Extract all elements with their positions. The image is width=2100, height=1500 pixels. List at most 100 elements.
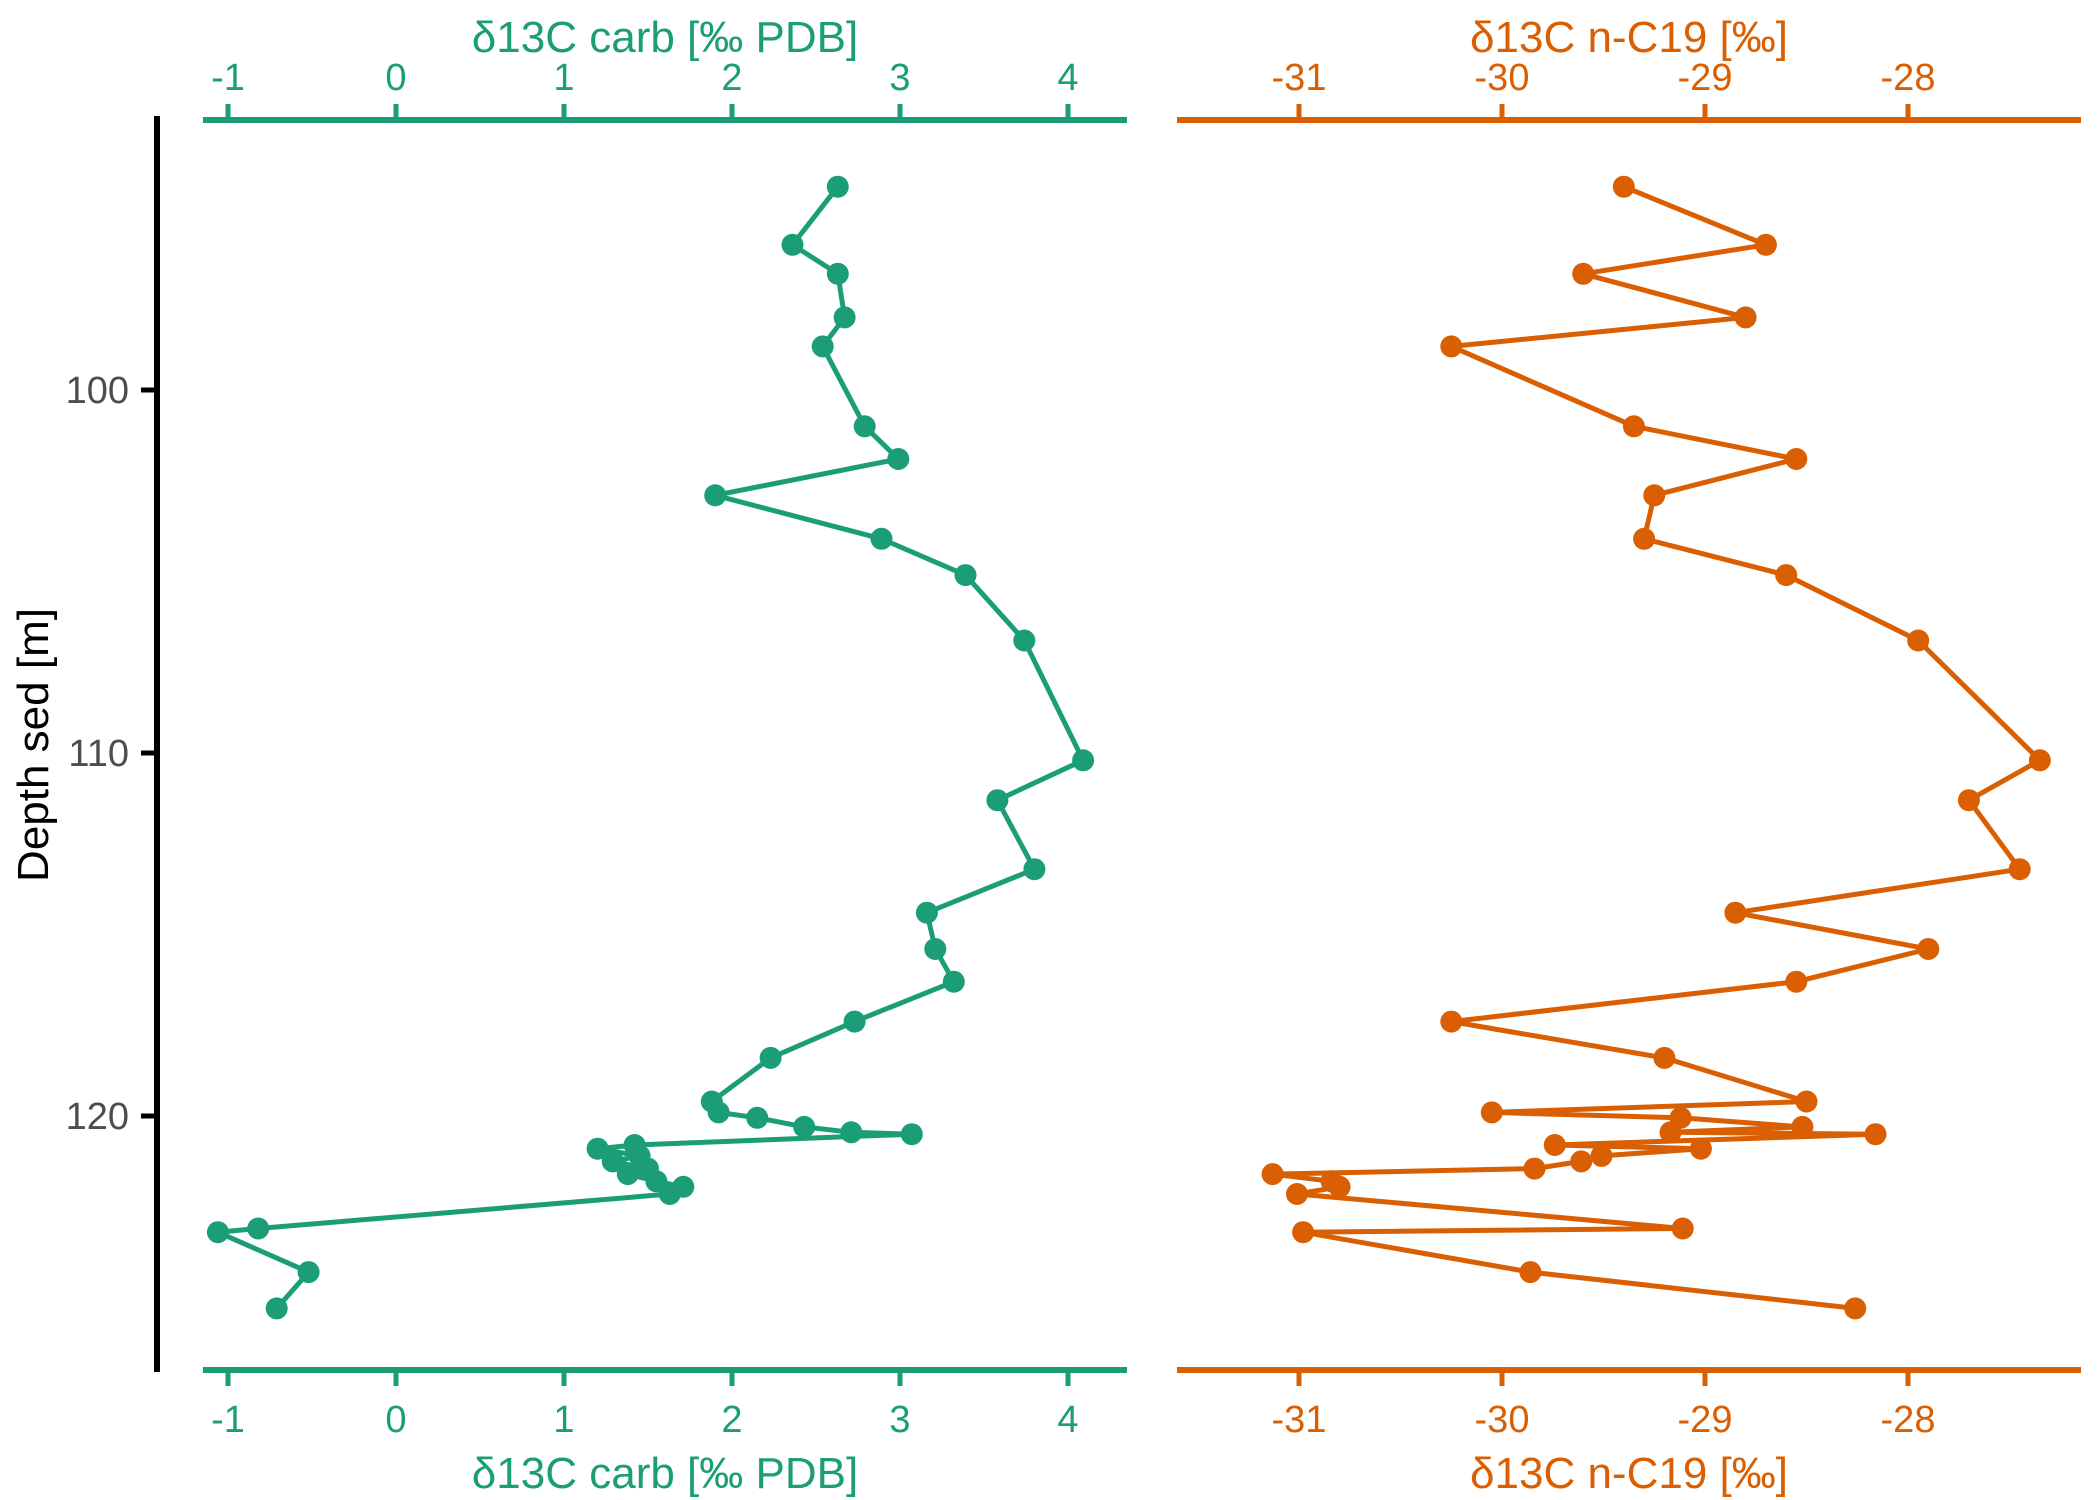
left-data-point	[206, 1221, 229, 1244]
right-data-point	[1917, 938, 1940, 960]
right-data-point	[1754, 233, 1777, 256]
left-data-point	[954, 564, 977, 587]
right-bottom-tick-label: -30	[1475, 1399, 1530, 1441]
left-data-point	[843, 1010, 866, 1033]
right-data-point	[1572, 262, 1595, 285]
left-data-point	[924, 938, 947, 960]
right-data-point	[1785, 448, 1808, 470]
left-top-tick-label: 0	[385, 57, 406, 99]
left-data-point	[887, 448, 910, 470]
depth-axis-title: Depth sed [m]	[9, 608, 58, 882]
right-data-point	[1612, 175, 1635, 198]
left-data-point	[265, 1297, 288, 1320]
left-data-point	[586, 1137, 609, 1160]
right-data-point	[1671, 1217, 1694, 1240]
left-bottom-tick-label: 2	[721, 1399, 742, 1441]
right-data-point	[2028, 749, 2051, 772]
right-data-point	[1633, 527, 1656, 550]
right-bottom-tick-label: -29	[1678, 1399, 1733, 1441]
left-data-point	[986, 789, 1009, 812]
right-data-point	[1775, 564, 1798, 587]
right-data-point	[1659, 1121, 1682, 1144]
right-data-point	[1907, 629, 1930, 652]
right-data-point	[1734, 306, 1757, 329]
right-data-point	[1957, 789, 1980, 812]
left-bottom-tick-label: 3	[889, 1399, 910, 1441]
left-data-point	[781, 233, 804, 256]
right-top-tick-label: -30	[1475, 57, 1530, 99]
right-bottom-tick-label: -31	[1272, 1399, 1327, 1441]
right-data-point	[1480, 1101, 1503, 1124]
left-top-tick-label: 3	[889, 57, 910, 99]
left-data-point	[658, 1183, 681, 1205]
right-data-point	[1653, 1046, 1676, 1069]
right-data-point	[1286, 1183, 1308, 1205]
left-top-tick-label: -1	[211, 57, 245, 99]
left-bottom-tick-label: 1	[553, 1399, 574, 1441]
right-data-point	[1795, 1090, 1818, 1113]
left-data-point	[826, 262, 849, 285]
left-bottom-tick-label: -1	[211, 1399, 245, 1441]
right-top-tick-label: -31	[1272, 57, 1327, 99]
right-top-tick-label: -28	[1881, 57, 1936, 99]
right-data-point	[1791, 1115, 1814, 1138]
right-data-point	[1543, 1134, 1566, 1156]
left-top-tick-label: 1	[553, 57, 574, 99]
right-data-point	[1785, 970, 1808, 993]
left-bottom-tick-label: 0	[385, 1399, 406, 1441]
right-data-point	[1724, 901, 1747, 924]
left-data-point	[1072, 749, 1095, 772]
left-data-point	[1013, 629, 1036, 652]
left-series-line	[215, 184, 1086, 1311]
left-data-point	[793, 1115, 816, 1138]
right-top-axis-title: δ13C n-C19 [‰]	[1470, 13, 1788, 62]
depth-tick-label: 110	[68, 733, 129, 775]
right-data-point	[1440, 1010, 1463, 1033]
left-data-point	[942, 970, 965, 993]
left-data-point	[746, 1106, 769, 1129]
left-data-point	[833, 306, 856, 329]
left-top-tick-label: 4	[1057, 57, 1078, 99]
right-data-point	[1689, 1137, 1712, 1160]
left-data-point	[601, 1150, 624, 1173]
right-data-point	[1643, 484, 1666, 507]
left-data-point	[870, 527, 893, 550]
right-data-point	[1590, 1144, 1613, 1167]
left-data-point	[247, 1217, 270, 1240]
right-bottom-axis-title: δ13C n-C19 [‰]	[1470, 1449, 1788, 1498]
right-data-point	[1622, 415, 1645, 438]
right-bottom-tick-label: -28	[1881, 1399, 1936, 1441]
right-data-point	[1440, 335, 1463, 358]
left-data-point	[1023, 858, 1046, 881]
right-data-point	[1261, 1163, 1284, 1186]
depth-tick-label: 120	[66, 1096, 129, 1138]
left-data-point	[853, 415, 876, 438]
right-data-point	[1519, 1261, 1542, 1284]
left-data-point	[915, 901, 938, 924]
right-data-point	[1570, 1150, 1593, 1173]
left-data-point	[826, 175, 849, 198]
left-top-axis-title: δ13C carb [‰ PDB]	[472, 13, 858, 62]
left-data-point	[811, 335, 834, 358]
left-top-tick-label: 2	[721, 57, 742, 99]
left-bottom-axis-title: δ13C carb [‰ PDB]	[472, 1449, 858, 1498]
right-data-point	[2008, 858, 2031, 881]
right-top-tick-label: -29	[1678, 57, 1733, 99]
left-data-point	[704, 484, 727, 507]
right-data-point	[1328, 1175, 1351, 1198]
right-data-point	[1864, 1123, 1887, 1146]
left-data-point	[616, 1163, 639, 1186]
right-data-point	[1292, 1221, 1315, 1244]
right-series-line	[1270, 184, 2043, 1311]
right-data-point	[1844, 1297, 1867, 1320]
left-data-point	[707, 1101, 730, 1124]
left-bottom-tick-label: 4	[1057, 1399, 1078, 1441]
left-data-point	[900, 1123, 923, 1146]
right-data-point	[1523, 1157, 1546, 1180]
left-data-point	[759, 1046, 782, 1069]
left-data-point	[840, 1121, 863, 1144]
depth-tick-label: 100	[66, 370, 129, 412]
left-data-point	[297, 1261, 320, 1284]
